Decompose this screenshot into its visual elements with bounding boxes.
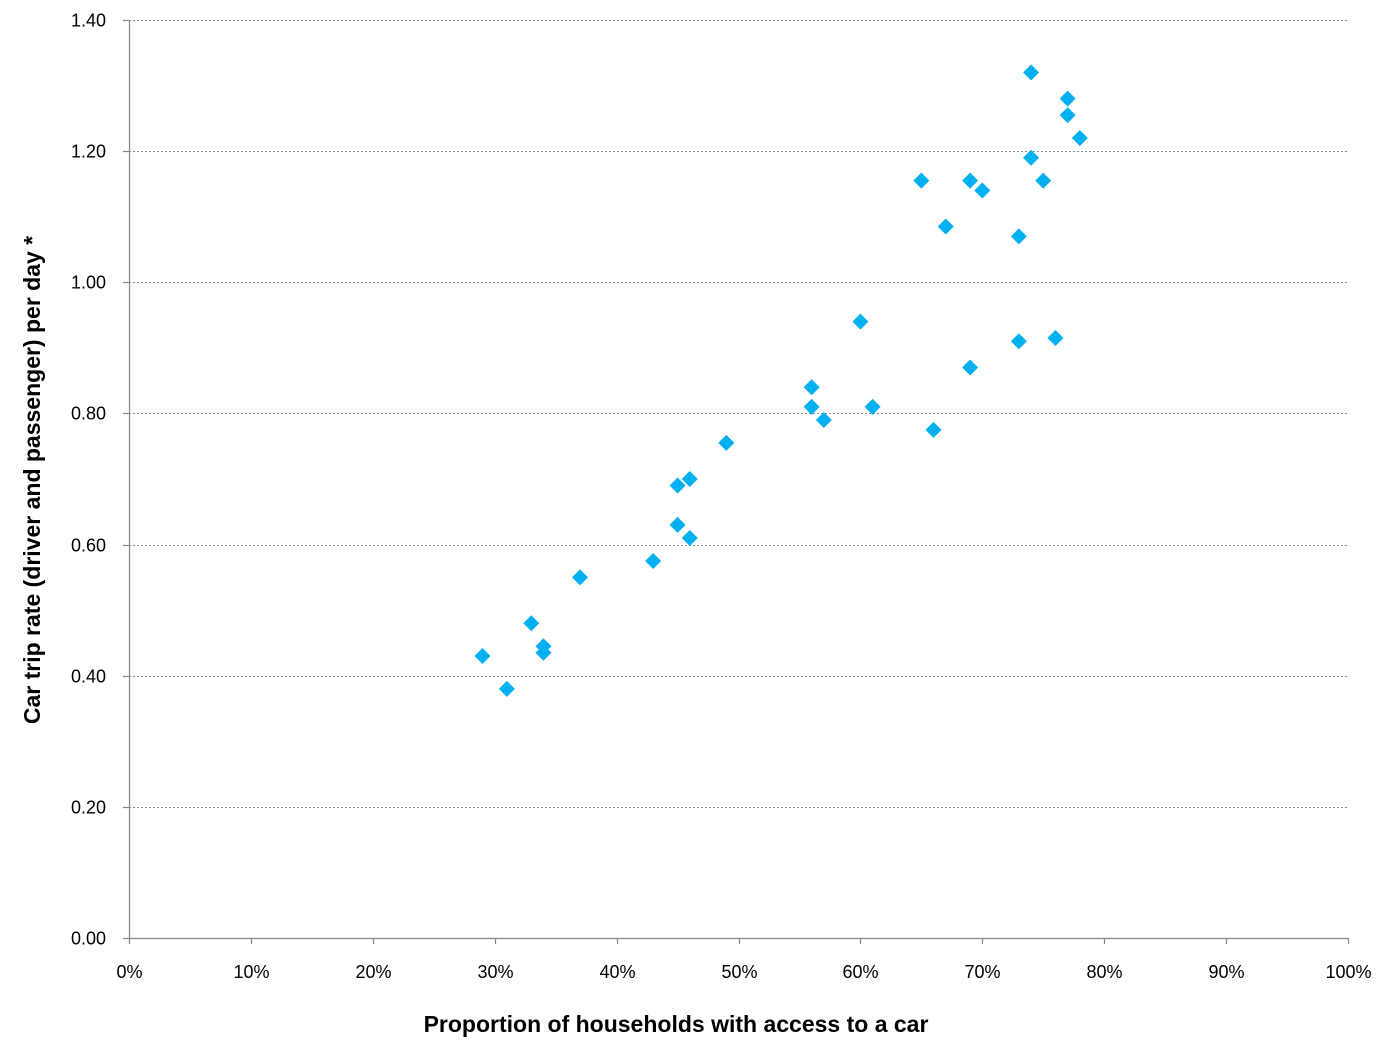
- data-point: [864, 398, 881, 415]
- y-axis-tick-labels: 0.00 0.20 0.40 0.60 0.80 1.00 1.20 1.40: [71, 11, 106, 949]
- data-point: [669, 477, 686, 494]
- y-tick-label: 1.20: [71, 142, 106, 162]
- data-point: [852, 313, 869, 330]
- y-tick-label: 1.00: [71, 273, 106, 293]
- x-tick-label: 100%: [1325, 962, 1371, 982]
- x-tick-label: 60%: [842, 962, 878, 982]
- axes: [123, 19, 1350, 944]
- data-point: [1035, 172, 1052, 189]
- data-point: [1047, 330, 1064, 347]
- data-point: [803, 398, 820, 415]
- x-tick-label: 30%: [477, 962, 513, 982]
- data-point: [962, 172, 979, 189]
- y-tick-label: 0.00: [71, 929, 106, 949]
- data-point: [1059, 90, 1076, 107]
- x-tick-label: 20%: [355, 962, 391, 982]
- data-point: [474, 648, 491, 665]
- data-point: [815, 411, 832, 428]
- data-point: [681, 471, 698, 487]
- x-tick-label: 40%: [599, 962, 635, 982]
- data-point: [1010, 228, 1027, 245]
- x-tick-label: 70%: [964, 962, 1000, 982]
- x-tick-label: 80%: [1086, 962, 1122, 982]
- data-point: [681, 530, 698, 547]
- data-point: [572, 569, 589, 586]
- data-point: [913, 172, 930, 189]
- data-point: [498, 680, 515, 697]
- y-tick-label: 0.40: [71, 667, 106, 687]
- y-tick-label: 0.20: [71, 798, 106, 818]
- y-axis-title: Car trip rate (driver and passenger) per…: [19, 236, 45, 724]
- data-point: [1023, 64, 1040, 81]
- y-tick-label: 0.80: [71, 404, 106, 424]
- data-point: [1010, 333, 1027, 350]
- x-tick-label: 10%: [233, 962, 269, 982]
- x-tick-label: 90%: [1208, 962, 1244, 982]
- data-point: [1059, 107, 1076, 124]
- data-point: [1071, 130, 1088, 147]
- x-axis-tick-labels: 0% 10% 20% 30% 40% 50% 60% 70% 80% 90% 100%: [116, 962, 1371, 982]
- data-point: [523, 615, 540, 632]
- y-tick-label: 0.60: [71, 536, 106, 556]
- data-point: [645, 552, 662, 569]
- data-point: [925, 421, 942, 438]
- x-tick-label: 0%: [116, 962, 142, 982]
- data-point: [937, 218, 954, 235]
- data-point: [535, 644, 552, 661]
- data-point: [1023, 149, 1040, 166]
- data-point: [718, 434, 735, 451]
- data-point: [974, 182, 991, 199]
- data-point: [669, 516, 686, 533]
- data-point: [803, 379, 820, 396]
- x-axis-title: Proportion of households with access to …: [424, 1011, 929, 1037]
- y-tick-label: 1.40: [71, 11, 106, 31]
- data-point: [962, 359, 979, 376]
- data-points: [474, 64, 1088, 697]
- gridlines: [129, 20, 1348, 808]
- x-tick-label: 50%: [721, 962, 757, 982]
